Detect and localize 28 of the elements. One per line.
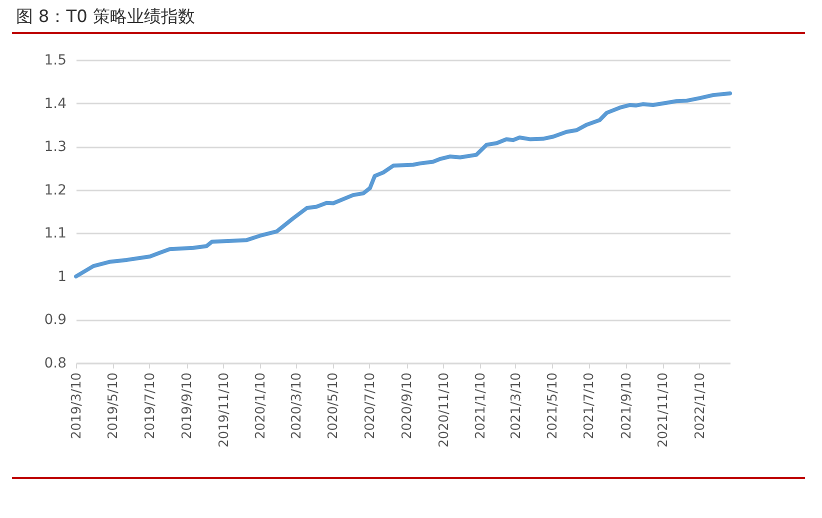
y-tick-label: 1.1 [44,226,66,242]
x-tick-label: 2020/5/10 [326,372,342,440]
y-tick-label: 1.3 [44,139,66,156]
x-tick-label: 2021/7/10 [582,372,598,440]
x-tick-label: 2020/11/10 [436,372,452,448]
x-tick-label: 2021/9/10 [620,372,635,440]
x-tick-label: 2022/1/10 [692,372,708,440]
x-tick-label: 2019/3/10 [70,372,84,440]
x-tick-label: 2020/3/10 [290,372,305,440]
y-tick-label: 1.4 [44,96,67,112]
x-tick-label: 2021/1/10 [473,372,488,440]
y-tick-label: 1 [58,268,66,285]
x-tick-label: 2021/5/10 [546,372,561,440]
y-tick-label: 1.5 [44,52,66,68]
x-tick-label: 2020/9/10 [400,372,416,440]
x-tick-label: 2019/5/10 [106,372,122,440]
line-series [74,91,732,278]
y-tick-label: 0.8 [44,356,66,372]
y-tick-label: 0.9 [44,312,66,328]
x-tick-label: 2021/11/10 [656,372,672,448]
x-tick-label: 2020/1/10 [253,372,268,440]
x-tick-label: 2019/11/10 [216,372,232,448]
chart-title: 图 8：T0 策略业绩指数 [16,6,195,28]
x-tick-label: 2019/7/10 [142,372,158,440]
x-tick-label: 2019/9/10 [180,372,196,440]
y-tick-label: 1.2 [44,182,66,198]
x-tick-label: 2020/7/10 [362,372,378,440]
x-tick-label: 2021/3/10 [508,372,524,440]
